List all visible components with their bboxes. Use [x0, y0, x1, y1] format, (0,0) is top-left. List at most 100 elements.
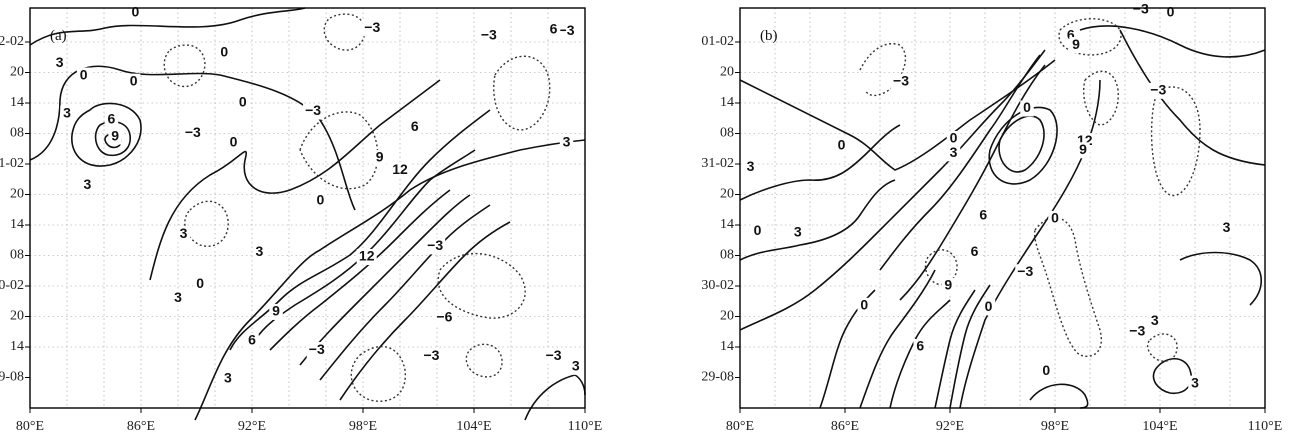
contour-0-upper-a	[29, 7, 306, 46]
contour-label: 9	[1079, 141, 1087, 157]
contour-lines-a	[29, 7, 586, 421]
contour-label-bg	[891, 73, 911, 90]
contour-label-bg	[546, 21, 561, 38]
x-tick-label: 110°E	[568, 419, 603, 434]
contour-label: 12	[392, 161, 408, 177]
contour-label-bg	[791, 224, 805, 241]
contour-label-bg	[108, 128, 122, 145]
contour-label: 0	[196, 275, 204, 291]
contour-label-bg	[171, 290, 185, 307]
contour-label: 9	[944, 277, 952, 293]
contour-label-bg	[425, 238, 446, 255]
contour-label: −3	[423, 347, 439, 363]
contour-label: 12	[359, 248, 375, 264]
contour-label-bg	[1020, 100, 1034, 117]
y-tick-label: 20	[10, 309, 24, 324]
contour-label-bg	[390, 162, 410, 179]
contour-label: 3	[174, 289, 182, 305]
contour-label: 9	[272, 303, 280, 319]
y-tick-label: 19-08	[0, 370, 24, 385]
contour-label: 6	[108, 110, 116, 126]
contour-label-bg	[182, 125, 203, 142]
contour-label: 0	[317, 191, 325, 207]
contour-0-ridge-1-b	[934, 289, 976, 409]
contour-3-band-a	[194, 139, 586, 421]
contour-label: 0	[1167, 4, 1175, 20]
contour-label-bg	[269, 303, 283, 320]
contour-label-bg	[1039, 363, 1053, 380]
x-tick-label: 92°E	[238, 419, 266, 434]
contour-label: −3	[1150, 82, 1166, 98]
y-tick-label: 30-02	[701, 278, 734, 293]
contour-label: 9	[376, 149, 384, 165]
contour-label: 9	[111, 127, 119, 143]
contour-3-east-b	[1119, 29, 1266, 166]
contour-label-bg	[434, 310, 455, 327]
contour-3-band-b	[739, 49, 1046, 331]
contour-0-west-b	[739, 59, 1056, 171]
contour-6-loop-a	[94, 120, 131, 157]
contour-label-bg	[252, 244, 267, 261]
contour-3-bottomright-a	[524, 374, 586, 421]
contour-neg3-north-a	[323, 13, 366, 51]
x-tick-label: 80°E	[726, 419, 754, 434]
contour-label-bg	[976, 207, 990, 224]
x-tick-label: 110°E	[1248, 419, 1283, 434]
y-tick-label: 14	[10, 217, 24, 232]
contour-label-bg	[834, 137, 849, 154]
contour-9-band-b	[899, 64, 1046, 301]
y-tick-label: 14	[720, 339, 734, 354]
contour-label: 9	[1072, 36, 1080, 52]
x-tick-label: 98°E	[1041, 419, 1069, 434]
contour-lines-b	[739, 18, 1266, 409]
y-tick-label: 14	[720, 95, 734, 110]
contour-label: 3	[63, 104, 71, 120]
contour-12-loop-b	[998, 115, 1045, 173]
contour-label: 6	[411, 118, 419, 134]
contour-9-loop-b	[988, 106, 1058, 185]
contour-0-top-b	[1079, 25, 1266, 58]
contour-neg3-valley-b	[1033, 217, 1102, 357]
contour-0-long-b	[959, 79, 1101, 409]
contour-label-bg	[80, 177, 95, 194]
contour-3-se-loop-b	[1152, 357, 1192, 395]
contour-label-bg	[60, 105, 74, 122]
contour-label-bg	[478, 27, 499, 44]
contour-label: 0	[1042, 362, 1050, 378]
contour-label-bg	[306, 342, 327, 359]
contour-label: 0	[130, 72, 138, 88]
contour-label: 0	[239, 94, 247, 110]
contour-label-bg	[750, 223, 765, 240]
contour-label-bg	[1188, 375, 1202, 392]
contour-label-bg	[421, 348, 442, 365]
contour-ridge-1-a	[299, 194, 471, 366]
x-tick-label: 80°E	[16, 419, 44, 434]
contour-label-bg	[408, 119, 422, 136]
contour-label: −3	[1017, 263, 1033, 279]
contour-label-bg	[126, 73, 141, 90]
contour-6-lower-b	[859, 269, 936, 409]
y-tick-label: 14	[10, 95, 24, 110]
contour-label: 6	[550, 21, 558, 37]
contour-neg3-east-b	[1083, 70, 1119, 126]
contour-3-se-b	[1179, 251, 1263, 306]
y-tick-label: 31-02	[701, 156, 734, 171]
contour-6-band-a	[229, 109, 491, 351]
contour-label-bg	[221, 371, 235, 388]
y-tick-label: 08	[10, 248, 24, 263]
contour-label-bg	[1076, 142, 1090, 159]
contour-neg3-top-b	[859, 43, 907, 97]
contour-label-bg	[1148, 313, 1162, 330]
y-tick-label: 20-02	[0, 278, 24, 293]
contour-label-bg	[362, 20, 383, 37]
contour-0-west-a	[29, 65, 356, 211]
contour-label-bg	[1069, 37, 1083, 54]
contour-label-bg	[543, 348, 564, 365]
y-tick-label: 29-08	[701, 370, 734, 385]
contour-label: −3	[893, 72, 909, 88]
contour-neg3-lower-b	[1146, 333, 1178, 362]
contour-6-band-b	[879, 54, 1041, 271]
